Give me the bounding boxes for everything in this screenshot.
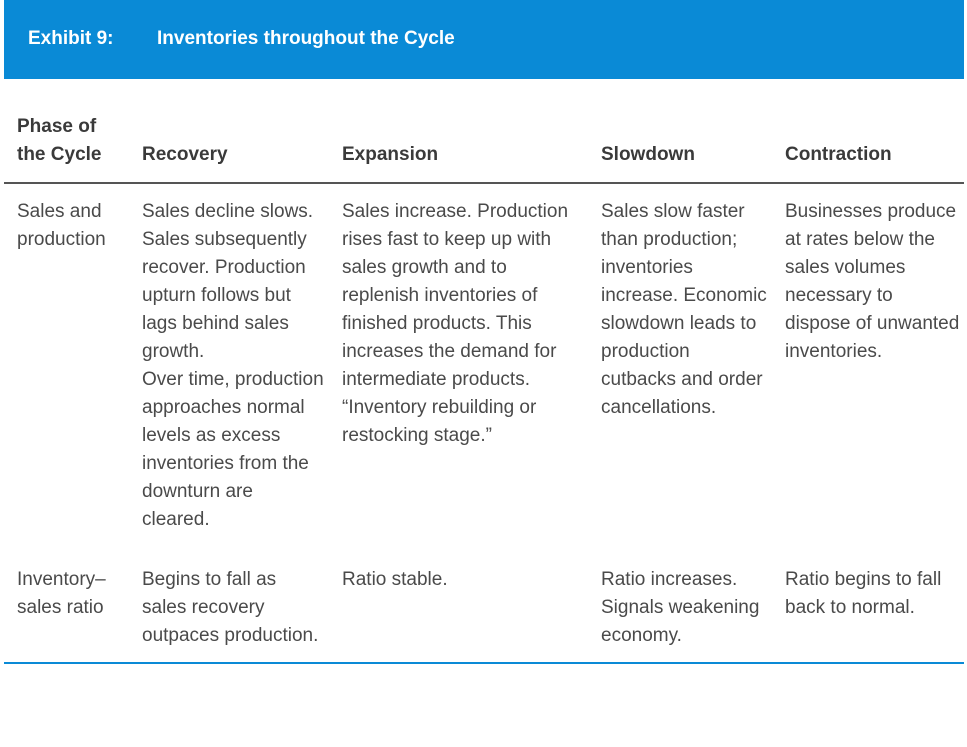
row-label-sales-production: Sales and production <box>17 201 106 250</box>
inventory-cycle-table: Phase of the Cycle Recovery Expansion Sl… <box>4 110 964 664</box>
cell-slowdown: Sales slow faster than production; inven… <box>601 201 767 418</box>
cell-recovery: Sales decline slows. Sales subsequently … <box>142 201 324 530</box>
cell-expansion: Ratio stable. <box>329 548 588 664</box>
column-header-recovery: Recovery <box>129 110 329 184</box>
exhibit-header: Exhibit 9: Inventories throughout the Cy… <box>4 0 964 79</box>
cell-recovery: Begins to fall as sales recovery outpace… <box>129 548 329 664</box>
exhibit-label: Exhibit 9: <box>28 28 114 49</box>
column-header-slowdown: Slowdown <box>588 110 772 184</box>
column-header-expansion: Expansion <box>329 110 588 184</box>
cell-expansion: Sales increase. Production rises fast to… <box>342 201 569 446</box>
row-label-inventory-sales-ratio: Inventory– sales ratio <box>4 548 129 664</box>
cell-contraction: Ratio begins to fall back to normal. <box>772 548 964 664</box>
table-row: Sales and production Sales decline slows… <box>4 183 964 548</box>
cell-slowdown: Ratio increases. Signals weakening econo… <box>588 548 772 664</box>
table-header-row: Phase of the Cycle Recovery Expansion Sl… <box>4 110 964 184</box>
exhibit-title: Inventories throughout the Cycle <box>157 28 455 49</box>
column-header-phase: Phase of the Cycle <box>4 110 129 184</box>
column-header-contraction: Contraction <box>772 110 964 184</box>
table-row: Inventory– sales ratio Begins to fall as… <box>4 548 964 664</box>
cell-contraction: Businesses produce at rates below the sa… <box>785 201 960 362</box>
